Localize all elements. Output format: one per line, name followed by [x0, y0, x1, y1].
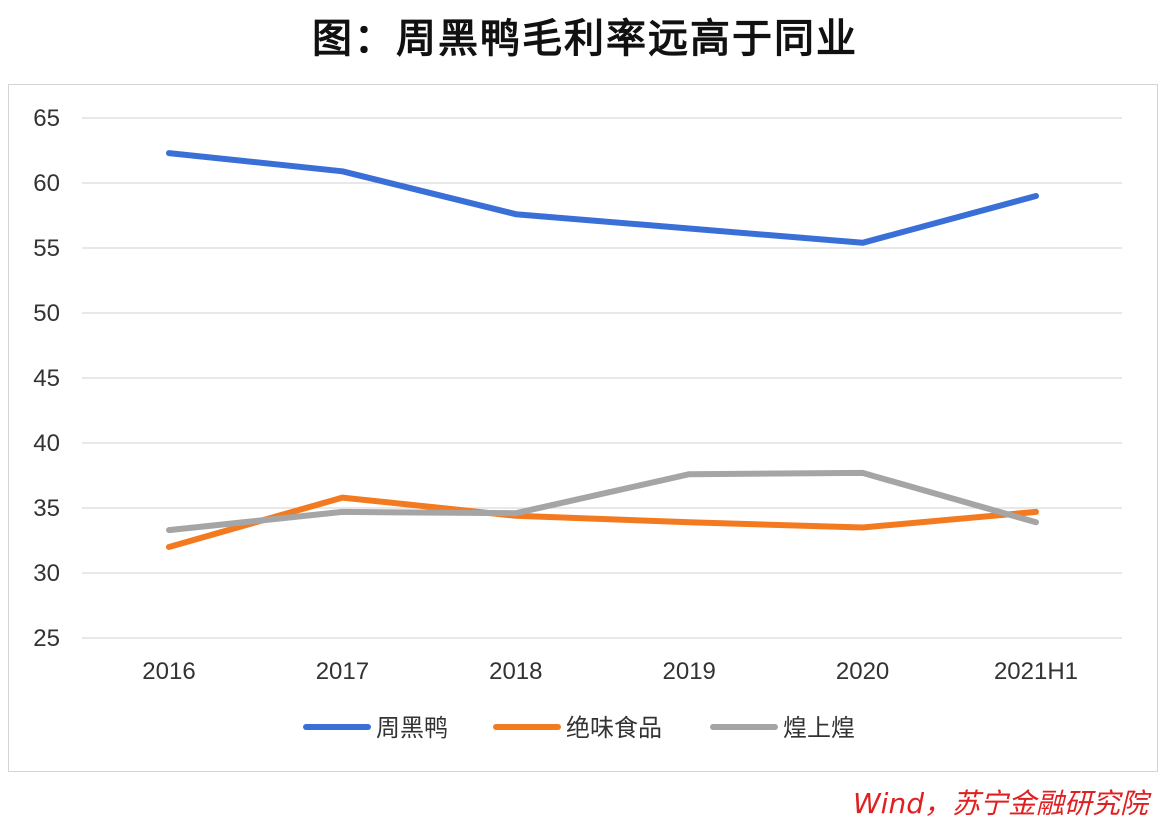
y-tick-label: 40 — [33, 430, 60, 457]
x-tick-label: 2017 — [316, 658, 369, 685]
y-tick-label: 65 — [33, 105, 60, 132]
y-tick-label: 45 — [33, 365, 60, 392]
legend-label-1: 绝味食品 — [566, 714, 662, 742]
y-tick-label: 50 — [33, 300, 60, 327]
y-tick-label: 55 — [33, 235, 60, 262]
y-tick-label: 25 — [33, 625, 60, 652]
y-axis-ticks: 25 30 35 40 45 50 55 60 65 — [33, 105, 60, 652]
legend-label-0: 周黑鸭 — [376, 714, 448, 742]
x-tick-label: 2020 — [836, 658, 889, 685]
gridlines — [82, 117, 1122, 639]
series-line-0 — [166, 150, 1039, 246]
series-line-1 — [166, 494, 1039, 550]
x-tick-label: 2021H1 — [994, 658, 1078, 685]
x-tick-label: 2016 — [142, 658, 195, 685]
y-tick-label: 60 — [33, 170, 60, 197]
x-tick-label: 2018 — [489, 658, 542, 685]
x-tick-label: 2019 — [663, 658, 716, 685]
chart-title: 图：周黑鸭毛利率远高于同业 — [312, 16, 858, 62]
y-tick-label: 30 — [33, 560, 60, 587]
source-note: Wind，苏宁金融研究院 — [853, 787, 1148, 820]
y-tick-label: 35 — [33, 495, 60, 522]
series-lines — [166, 150, 1039, 550]
series-line-2 — [166, 469, 1039, 534]
legend-label-2: 煌上煌 — [783, 714, 855, 742]
chart-frame — [8, 84, 1158, 772]
x-axis-ticks: 2016 2017 2018 2019 2020 2021H1 — [142, 658, 1078, 685]
legend: 周黑鸭 绝味食品 煌上煌 — [303, 714, 855, 742]
